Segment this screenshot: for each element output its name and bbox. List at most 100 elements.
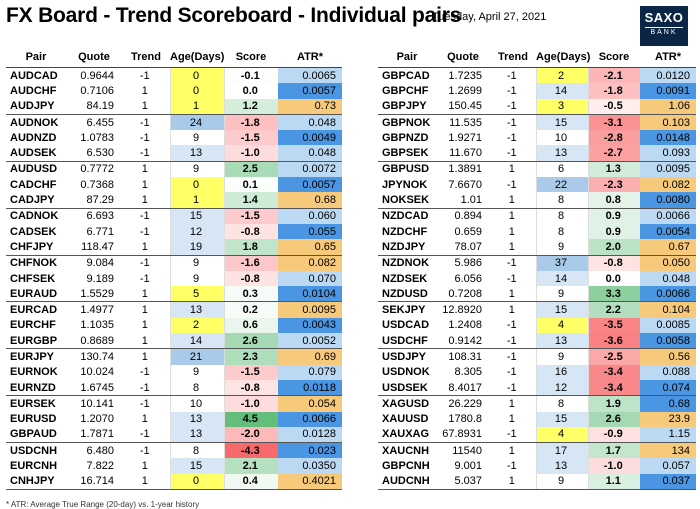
pair-cell: EURJPY bbox=[10, 350, 55, 363]
pair-cell: AUDNZD bbox=[10, 131, 57, 144]
pair-cell: EURSEK bbox=[10, 397, 56, 410]
age-cell: 8 bbox=[535, 192, 588, 209]
table-row: AUDJPY 84.19 1 1 1.2 0.73 bbox=[6, 98, 342, 115]
trend-cell: 1 bbox=[490, 286, 536, 303]
trend-cell: -1 bbox=[139, 116, 150, 129]
quote-cell: 1.0783 bbox=[80, 131, 114, 144]
score-cell: -3.4 bbox=[587, 379, 640, 397]
score-cell: -2.3 bbox=[587, 177, 640, 193]
pair-cell: JPYNOK bbox=[382, 178, 428, 191]
table-row: GBPAUD 1.7871 -1 13 -2.0 0.0128 bbox=[6, 426, 342, 444]
table-row: EURNZD 1.6745 -1 8 -0.8 0.0118 bbox=[6, 379, 342, 397]
table-row: GBPSEK 11.670 -1 13 -2.7 0.093 bbox=[378, 145, 696, 162]
score-cell: -1.8 bbox=[223, 114, 278, 131]
age-cell: 8 bbox=[535, 395, 588, 412]
trend-cell: 1 bbox=[141, 319, 148, 332]
table-row: AUDCNH 5.037 1 9 1.1 0.037 bbox=[378, 473, 696, 491]
atr-cell: 0.0066 bbox=[640, 208, 696, 224]
age-cell: 2 bbox=[169, 317, 224, 334]
trend-cell: 1 bbox=[141, 413, 148, 426]
trend-cell: 1 bbox=[141, 350, 148, 363]
table-row: AUDCAD 0.9644 -1 0 -0.1 0.0065 bbox=[6, 67, 342, 84]
quote-cell: 6.455 bbox=[86, 116, 114, 129]
score-cell: 0.8 bbox=[587, 192, 640, 209]
quote-cell: 11540 bbox=[452, 444, 482, 457]
quote-cell: 0.7208 bbox=[436, 286, 490, 303]
pair-cell: GBPUSD bbox=[382, 163, 430, 176]
score-cell: 1.7 bbox=[587, 442, 640, 459]
age-cell: 9 bbox=[535, 348, 588, 365]
score-cell: -0.8 bbox=[223, 223, 278, 240]
age-cell: 15 bbox=[535, 411, 588, 427]
trend-cell: 1 bbox=[490, 473, 536, 491]
pair-cell: GBPCHF bbox=[382, 84, 429, 97]
quote-cell: 9.001 bbox=[454, 460, 482, 473]
atr-cell: 0.0072 bbox=[278, 161, 342, 178]
age-cell: 37 bbox=[535, 255, 588, 271]
atr-cell: 0.050 bbox=[640, 255, 696, 271]
table-row: USDSEK 8.4017 -1 12 -3.4 0.074 bbox=[378, 379, 696, 397]
pair-cell: GBPJPY bbox=[378, 98, 436, 115]
score-cell: 4.5 bbox=[223, 411, 278, 427]
header-pair: Pair bbox=[6, 47, 66, 68]
trend-cell: 1 bbox=[122, 98, 170, 115]
score-cell: 2.6 bbox=[223, 333, 278, 350]
pair-cell: CNHJPY bbox=[6, 473, 66, 491]
report-date: Tuesday, April 27, 2021 bbox=[432, 11, 547, 23]
quote-cell: 108.31 bbox=[448, 350, 482, 363]
atr-cell: 0.104 bbox=[640, 301, 696, 318]
atr-cell: 0.082 bbox=[278, 255, 342, 271]
score-cell: -1.5 bbox=[223, 364, 278, 380]
pair-cell: NZDJPY bbox=[378, 239, 436, 256]
atr-cell: 1.06 bbox=[640, 98, 696, 115]
pair-cell: CADCHF bbox=[10, 178, 57, 191]
pair-cell: XAUCNH bbox=[382, 444, 430, 457]
atr-cell: 134 bbox=[640, 442, 696, 459]
age-cell: 13 bbox=[169, 301, 224, 318]
quote-cell: 5.986 bbox=[454, 257, 482, 270]
trend-cell: 1 bbox=[508, 210, 515, 223]
trend-cell: 1 bbox=[508, 225, 515, 238]
pair-cell: NZDNOK bbox=[382, 257, 430, 270]
score-cell: 2.2 bbox=[587, 301, 640, 318]
quote-cell: 84.19 bbox=[66, 98, 122, 115]
table-header-row: Pair Quote Trend Age(Days) Score ATR* bbox=[378, 47, 696, 68]
trend-cell: 1 bbox=[508, 397, 515, 410]
quote-cell: 8.4017 bbox=[436, 379, 490, 397]
age-cell: 0 bbox=[169, 83, 224, 99]
quote-cell: 6.771 bbox=[86, 225, 114, 238]
table-row: CHFSEK 9.189 -1 9 -0.8 0.070 bbox=[6, 270, 342, 287]
table-row: AUDUSD 0.7772 1 9 2.5 0.0072 bbox=[6, 161, 342, 178]
table-row: CHFJPY 118.47 1 19 1.8 0.65 bbox=[6, 239, 342, 256]
atr-cell: 0.0049 bbox=[278, 130, 342, 146]
trend-cell: -1 bbox=[490, 145, 536, 162]
quote-cell: 1.2699 bbox=[448, 84, 482, 97]
quote-cell: 6.056 bbox=[454, 272, 482, 285]
trend-cell: -1 bbox=[139, 444, 150, 457]
trend-cell: 1 bbox=[122, 333, 170, 350]
age-cell: 15 bbox=[535, 301, 588, 318]
score-cell: 2.5 bbox=[223, 161, 278, 178]
table-row: XAUCNH 11540 1 17 1.7 134 bbox=[378, 442, 696, 459]
table-row: USDCHF 0.9142 -1 13 -3.6 0.0058 bbox=[378, 333, 696, 350]
age-cell: 9 bbox=[169, 270, 224, 287]
atr-cell: 0.074 bbox=[640, 379, 696, 397]
atr-cell: 1.15 bbox=[640, 426, 696, 444]
header-quote: Quote bbox=[436, 47, 490, 68]
table-row: GBPNOK 11.535 -1 15 -3.1 0.103 bbox=[378, 114, 696, 131]
pair-cell: XAGUSD bbox=[382, 397, 430, 410]
age-cell: 13 bbox=[535, 145, 588, 162]
atr-cell: 0.070 bbox=[278, 270, 342, 287]
quote-cell: 0.894 bbox=[454, 210, 482, 223]
pair-cell: GBPSEK bbox=[378, 145, 436, 162]
quote-cell: 130.74 bbox=[80, 350, 114, 363]
pair-cell: USDJPY bbox=[382, 350, 427, 363]
age-cell: 6 bbox=[535, 161, 588, 178]
score-cell: -2.0 bbox=[223, 426, 278, 444]
age-cell: 13 bbox=[535, 333, 588, 350]
score-cell: -1.8 bbox=[587, 83, 640, 99]
pair-cell: AUDCAD bbox=[10, 69, 58, 82]
quote-cell: 1.01 bbox=[436, 192, 490, 209]
pair-cell: AUDNOK bbox=[10, 116, 59, 129]
score-cell: -4.3 bbox=[223, 442, 278, 459]
